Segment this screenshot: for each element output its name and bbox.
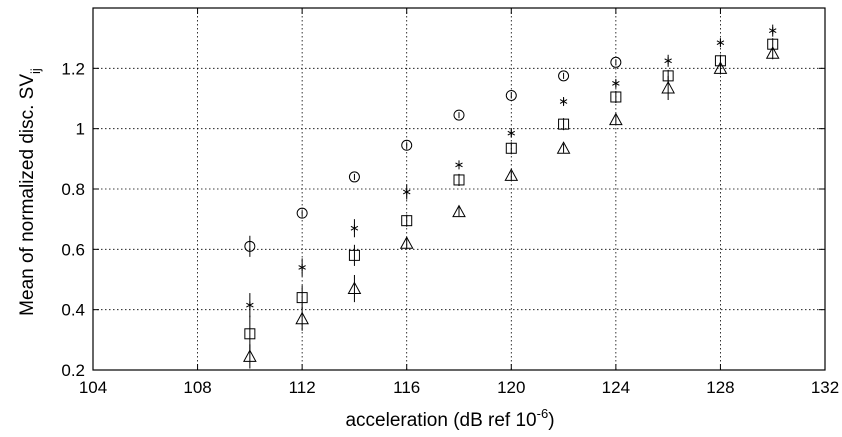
tick-marks bbox=[92, 8, 826, 371]
circle-marker bbox=[505, 89, 517, 101]
asterisk-marker bbox=[298, 263, 306, 271]
triangle-marker bbox=[661, 80, 675, 94]
asterisk-stroke bbox=[716, 40, 725, 46]
x-tick-labels: 104 108 112 116 120 124 128 132 bbox=[79, 378, 839, 397]
y-tick-label: 1.2 bbox=[61, 59, 85, 78]
circle-marker bbox=[401, 139, 413, 151]
square-marker bbox=[296, 292, 308, 304]
triangle-marker bbox=[609, 112, 623, 126]
asterisk-stroke bbox=[612, 81, 620, 86]
x-tick-label: 124 bbox=[602, 378, 630, 397]
asterisk-marker bbox=[716, 39, 725, 47]
triangle-marker bbox=[504, 168, 519, 181]
asterisk-stroke bbox=[455, 162, 463, 168]
triangle-marker bbox=[713, 61, 728, 74]
square-marker bbox=[348, 249, 360, 261]
triangle-marker bbox=[399, 236, 414, 249]
asterisk-stroke bbox=[298, 265, 306, 270]
square-marker bbox=[453, 174, 465, 186]
asterisk-stroke bbox=[350, 225, 359, 231]
y-tick-label: 0.6 bbox=[61, 240, 85, 259]
triangle-marker bbox=[556, 141, 571, 154]
x-tick-label: 116 bbox=[393, 378, 420, 397]
square-marker bbox=[505, 142, 517, 154]
triangle-marker bbox=[452, 204, 466, 218]
y-tick-label: 0.8 bbox=[61, 180, 85, 199]
y-tick-label: 1 bbox=[76, 120, 85, 139]
triangle-series bbox=[243, 46, 780, 369]
triangle-marker bbox=[295, 311, 309, 325]
y-tick-labels: 0.2 0.4 0.6 0.8 1 1.2 bbox=[61, 59, 85, 380]
asterisk-marker bbox=[559, 98, 568, 106]
circle-marker bbox=[348, 171, 360, 183]
y-axis-label: Mean of normalized disc. SVij bbox=[17, 68, 43, 316]
asterisk-marker bbox=[768, 27, 777, 35]
x-tick-label: 120 bbox=[497, 378, 525, 397]
x-tick-label: 104 bbox=[79, 378, 107, 397]
circle-series bbox=[244, 56, 622, 257]
triangle-marker bbox=[765, 46, 780, 59]
asterisk-stroke bbox=[559, 99, 568, 104]
circle-marker bbox=[296, 207, 308, 219]
asterisk-marker bbox=[455, 161, 463, 169]
asterisk-stroke bbox=[402, 189, 411, 195]
x-tick-label: 128 bbox=[706, 378, 734, 397]
circle-marker bbox=[453, 109, 465, 121]
asterisk-stroke bbox=[768, 28, 777, 33]
data-marks bbox=[243, 24, 780, 369]
asterisk-marker bbox=[246, 301, 254, 309]
x-tick-label: 112 bbox=[289, 378, 316, 397]
asterisk-stroke bbox=[246, 302, 254, 308]
asterisk-marker bbox=[664, 57, 672, 65]
asterisk-marker bbox=[507, 129, 516, 137]
triangle-marker bbox=[347, 281, 362, 295]
square-marker bbox=[401, 215, 413, 227]
asterisk-marker bbox=[612, 79, 620, 87]
circle-marker bbox=[610, 56, 622, 68]
square-marker bbox=[610, 91, 622, 103]
y-tick-label: 0.2 bbox=[61, 361, 85, 380]
circle-marker bbox=[244, 240, 256, 252]
square-marker bbox=[558, 118, 570, 130]
x-tick-label: 132 bbox=[811, 378, 839, 397]
asterisk-marker bbox=[350, 224, 359, 232]
x-tick-label: 108 bbox=[183, 378, 211, 397]
asterisk-stroke bbox=[664, 58, 672, 64]
x-axis-label: acceleration (dB ref 10-6) bbox=[345, 406, 554, 431]
square-marker bbox=[244, 328, 256, 340]
y-tick-label: 0.4 bbox=[61, 301, 85, 320]
asterisk-series bbox=[246, 24, 777, 318]
triangle-marker bbox=[243, 349, 257, 362]
circle-marker bbox=[558, 70, 570, 82]
asterisk-stroke bbox=[507, 130, 516, 136]
asterisk-marker bbox=[402, 188, 411, 196]
